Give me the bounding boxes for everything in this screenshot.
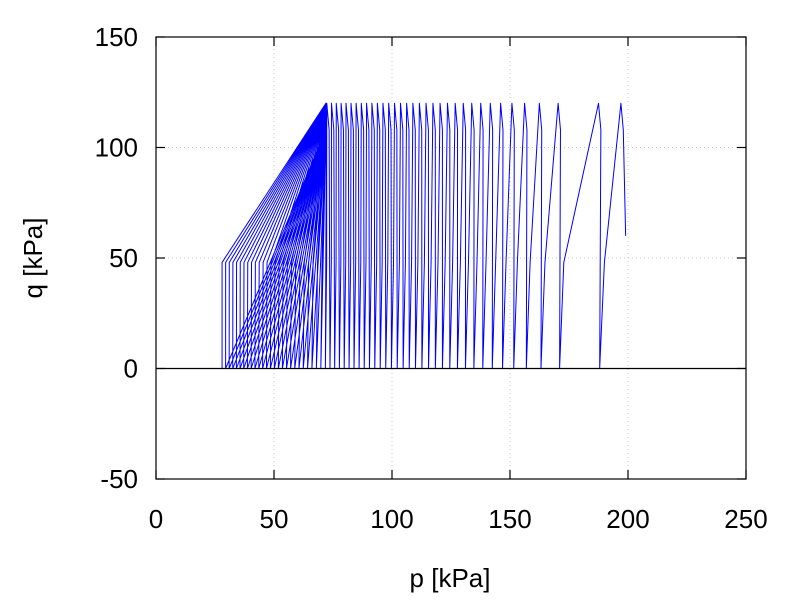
tick-labels: 0 50 100 150 200 250 -50 0 50 100 150 [95, 22, 768, 534]
x-tick-label-5: 250 [724, 504, 767, 534]
y-tick-label-2: 50 [109, 243, 138, 273]
axes [155, 36, 747, 480]
series-line-stress-path [221, 102, 627, 369]
grid-lines [156, 37, 746, 479]
x-tick-label-1: 50 [260, 504, 289, 534]
x-tick-label-4: 200 [606, 504, 649, 534]
y-tick-label-4: 150 [95, 22, 138, 52]
x-axis-label: p [kPa] [410, 563, 491, 593]
y-tick-label-0: -50 [100, 464, 138, 494]
x-tick-label-0: 0 [149, 504, 163, 534]
series-layer [221, 102, 627, 369]
x-tick-label-3: 150 [488, 504, 531, 534]
x-tick-label-2: 100 [370, 504, 413, 534]
y-tick-label-3: 100 [95, 133, 138, 163]
y-axis-label: q [kPa] [18, 218, 48, 299]
y-tick-label-1: 0 [124, 354, 138, 384]
